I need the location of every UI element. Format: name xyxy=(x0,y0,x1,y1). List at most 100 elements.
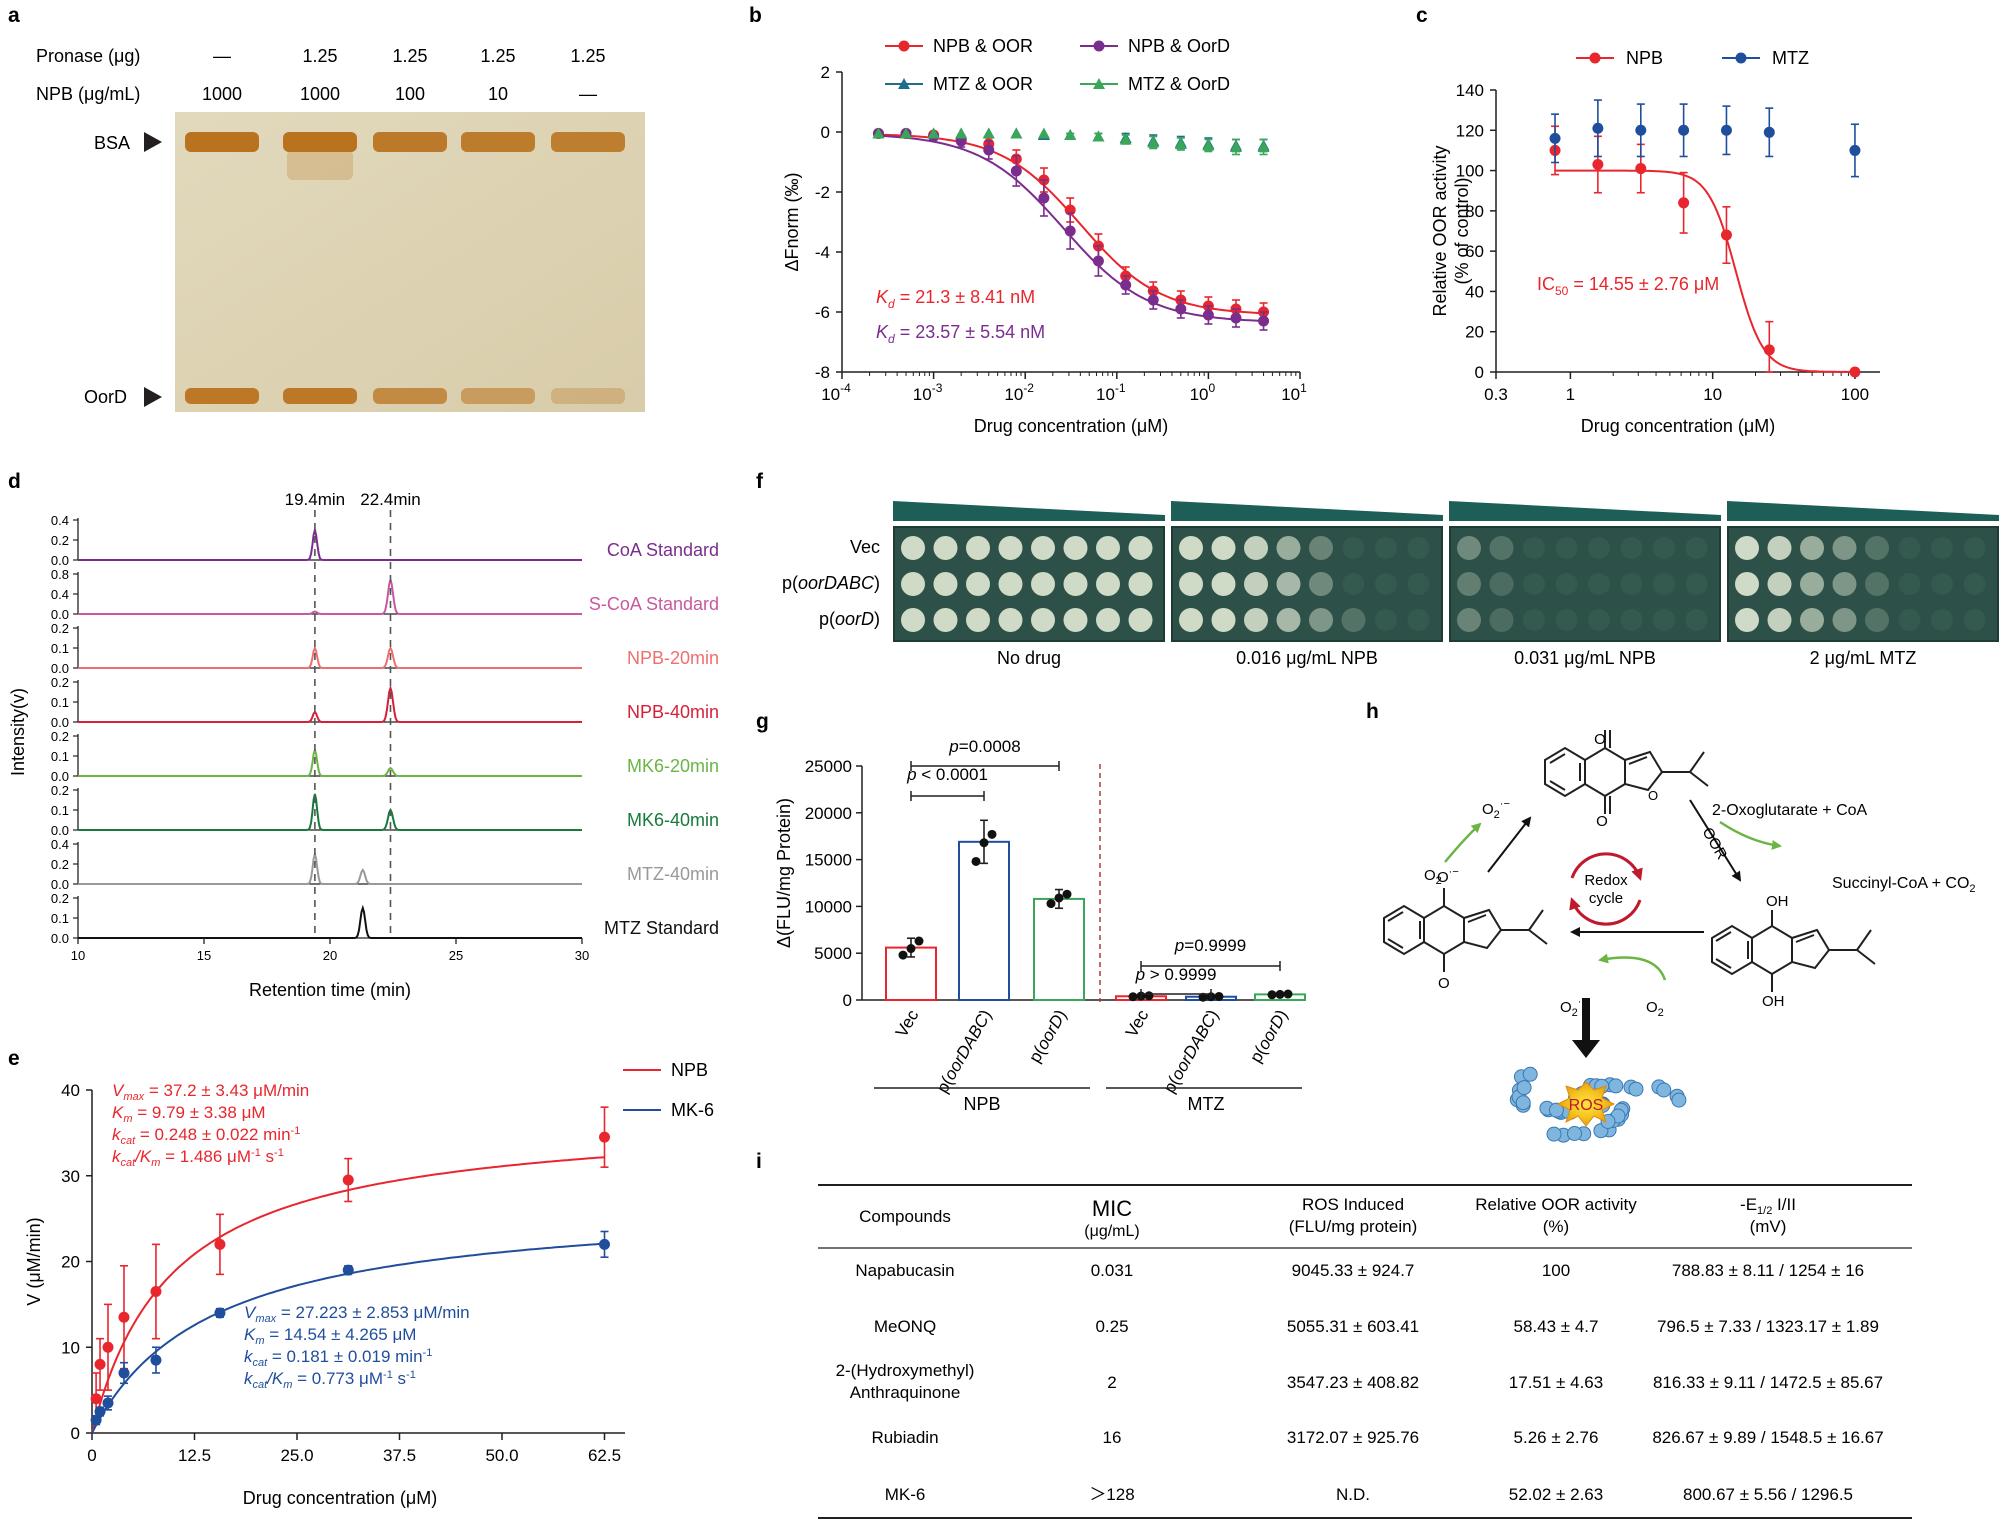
i-cell-r3-c1: 2-(Hydroxymethyl) xyxy=(836,1361,975,1380)
g-bar-2 xyxy=(958,840,1010,1001)
d-trace-coa-standard xyxy=(78,526,582,561)
g-replicate-point xyxy=(1144,991,1154,1001)
f-colony-spot xyxy=(933,572,958,596)
f-condition-label: 0.016 μg/mL NPB xyxy=(1236,648,1378,668)
b-point-mtzoord xyxy=(1202,139,1215,151)
c-point-npb xyxy=(1763,344,1775,356)
d-trace-label: MK6-20min xyxy=(627,756,719,776)
f-colony-spot xyxy=(1309,608,1333,632)
d-y-tick-label: 0.2 xyxy=(51,857,69,872)
b-kd-annotation-0: Kd = 21.3 ± 8.41 nM xyxy=(876,287,1035,311)
e-point-mk6 xyxy=(118,1367,130,1379)
panel-f-spot-assay: No drug 0.016 μg/mL NPB 0.031 μg/mL NPB 2 μ… xyxy=(782,501,1999,668)
i-cell-r4-c4: 5.26 ± 2.76 xyxy=(1514,1428,1599,1447)
c-legend-marker xyxy=(1589,52,1601,64)
d-trace-label: MK6-40min xyxy=(627,810,719,830)
f-colony-spot xyxy=(901,608,925,632)
b-x-axis-label: Drug concentration (μM) xyxy=(974,416,1168,436)
d-trace-mk6-40min xyxy=(78,793,582,831)
f-empty-spot xyxy=(1931,573,1953,595)
d-y-tick-label: 0.1 xyxy=(51,803,69,818)
pronase-amount-lane-2: 1.25 xyxy=(302,46,337,66)
f-colony-spot xyxy=(1457,536,1481,560)
panel-b-mst-chart: 2 0 -2 -4 -6 -810-4 10-3 10-2 10-1 100 101 Drug con… xyxy=(782,36,1307,436)
f-colony-spot xyxy=(966,572,990,596)
d-trace-label: MTZ Standard xyxy=(604,918,719,938)
f-colony-spot xyxy=(1128,608,1153,632)
d-y-tick-label: 0.1 xyxy=(51,695,69,710)
e-point-mk6 xyxy=(214,1307,226,1319)
f-empty-spot xyxy=(1931,537,1953,559)
b-point-npboord xyxy=(1064,225,1076,237)
b-legend-marker xyxy=(898,40,910,52)
f-colony-spot xyxy=(1489,536,1514,560)
b-legend-label: NPB & OorD xyxy=(1128,36,1230,56)
semiquinone-right-structure xyxy=(1711,910,1876,992)
g-pvalue-label-1: p < 0.0001 xyxy=(906,765,988,784)
c-point-npb xyxy=(1635,163,1647,175)
npb-amount-lane-1: 1000 xyxy=(202,84,242,104)
f-colony-spot xyxy=(1735,608,1759,632)
f-colony-spot xyxy=(1031,536,1055,560)
bsa-band-lane-1 xyxy=(185,132,259,152)
f-colony-spot xyxy=(1800,572,1824,596)
b-point-mtzoord xyxy=(1092,130,1105,142)
f-empty-spot xyxy=(1653,609,1675,631)
d-x-tick-label: 25 xyxy=(449,948,463,963)
bsa-band-lane-5 xyxy=(551,132,625,152)
f-empty-spot xyxy=(1588,573,1610,595)
oxygen-bottom-right: O2 xyxy=(1646,999,1664,1019)
b-legend-marker xyxy=(1093,78,1105,89)
i-cell-r1-c1: Napabucasin xyxy=(855,1261,954,1280)
b-point-npboord xyxy=(1147,294,1159,306)
g-y-tick-label: 15000 xyxy=(805,851,852,870)
i-cell-r1-c3: 9045.33 ± 924.7 xyxy=(1292,1261,1415,1280)
c-point-mtz xyxy=(1549,132,1561,144)
furan-o: O xyxy=(1648,788,1658,803)
d-y-tick-label: 0.2 xyxy=(51,891,69,906)
c-y-tick-label: 140 xyxy=(1456,81,1484,100)
g-x-tick-label-3: p(oorD) xyxy=(1025,1007,1070,1066)
b-point-npboord xyxy=(983,144,995,156)
g-pvalue-label-2: p=0.0008 xyxy=(948,737,1020,756)
f-colony-spot xyxy=(1865,608,1889,632)
e-annotation-npb-0: Vmax = 37.2 ± 3.43 μM/min xyxy=(112,1081,309,1103)
c-point-mtz xyxy=(1635,124,1647,136)
panel-letter-c: c xyxy=(1416,4,1428,27)
ros-particle xyxy=(1656,1082,1672,1098)
c-legend-label: NPB xyxy=(1626,48,1663,68)
d-trace-label: NPB-20min xyxy=(627,648,719,668)
i-cell-r1-c5: 788.83 ± 8.11 / 1254 ± 16 xyxy=(1672,1261,1864,1280)
c-y-tick-label: 0 xyxy=(1475,363,1484,382)
f-colony-spot xyxy=(1735,572,1759,596)
i-cell-r5-c1: MK-6 xyxy=(885,1485,926,1504)
panel-letter-f: f xyxy=(756,470,764,493)
i-cell-r1-c4: 100 xyxy=(1542,1261,1570,1280)
d-trace-label: MTZ-40min xyxy=(627,864,719,884)
i-cell-r3-c5: 816.33 ± 9.11 / 1472.5 ± 85.67 xyxy=(1653,1373,1883,1392)
g-replicate-point xyxy=(1275,989,1285,999)
d-trace-label: CoA Standard xyxy=(607,540,719,560)
i-cell-r1-c2: 0.031 xyxy=(1091,1261,1134,1280)
d-y-tick-label: 0.2 xyxy=(51,783,69,798)
pronase-amount-lane-1: — xyxy=(213,46,231,66)
e-x-tick-label: 37.5 xyxy=(383,1446,416,1465)
e-annotation-npb-2: kcat = 0.248 ± 0.022 min-1 xyxy=(112,1125,300,1147)
d-y-tick-label: 0.8 xyxy=(51,567,69,582)
d-trace-s-coa-standard xyxy=(78,576,582,615)
f-empty-spot xyxy=(1620,537,1643,559)
b-point-mtzoord xyxy=(900,127,913,139)
f-row-label-3: p(oorD) xyxy=(819,609,880,629)
f-empty-spot xyxy=(1963,609,1986,631)
ros-particle xyxy=(1516,1080,1532,1096)
g-x-tick-label-4: Vec xyxy=(1122,1006,1153,1040)
npb-amount-lane-2: 1000 xyxy=(300,84,340,104)
b-point-npboord xyxy=(1258,315,1270,327)
g-pvalue-label-4: p=0.9999 xyxy=(1174,936,1246,955)
f-colony-spot xyxy=(1767,608,1792,632)
d-trace-npb-20min xyxy=(78,645,582,669)
b-point-npboord xyxy=(1175,303,1187,315)
quinone-o-top: O xyxy=(1594,731,1606,748)
f-empty-spot xyxy=(1555,537,1578,559)
